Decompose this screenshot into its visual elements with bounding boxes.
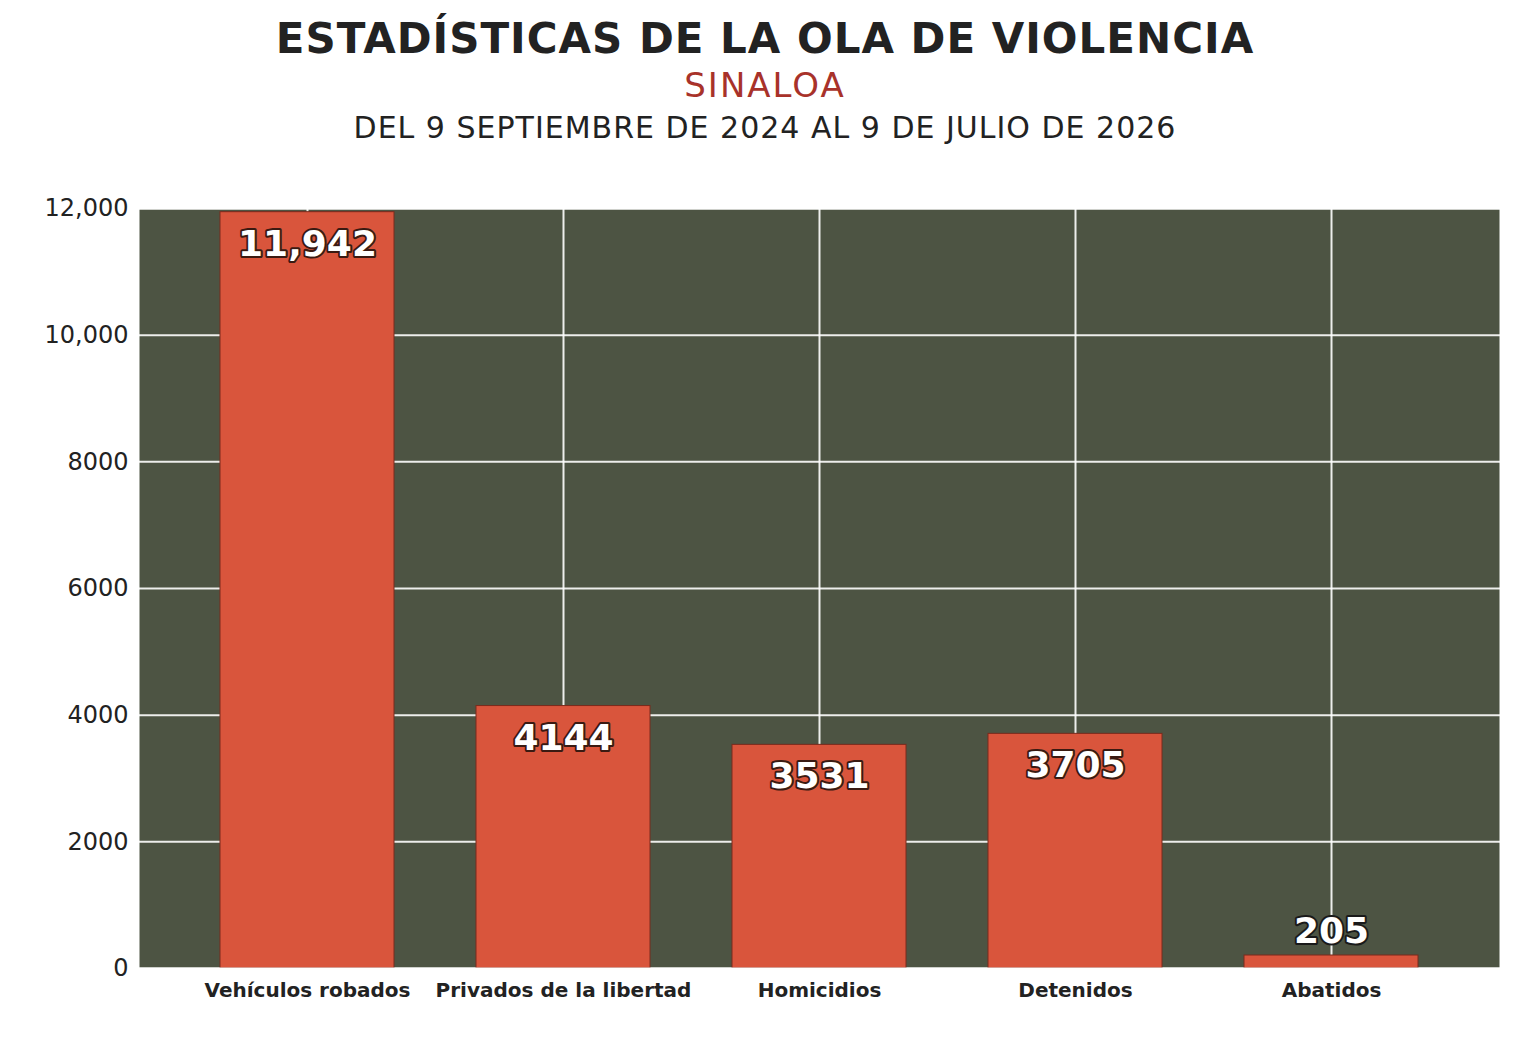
svg-text:0: 0 (113, 954, 128, 982)
html-text:ESTADÍSTICAS DE LA OLA DE VIOL: ESTADÍSTICAS DE LA OLA DE VIOLENCIA (275, 14, 1255, 63)
svg-text:Vehículos robados: Vehículos robados (205, 978, 411, 1002)
svg-text:205: 205 (1294, 910, 1369, 951)
html-text:DEL 9 SEPTIEMBRE DE 2024 AL 9: DEL 9 SEPTIEMBRE DE 2024 AL 9 DE JULIO D… (353, 110, 1177, 145)
svg-text:Detenidos: Detenidos (1018, 978, 1132, 1002)
svg-text:2000: 2000 (67, 828, 128, 856)
svg-text:11,942: 11,942 (238, 223, 377, 264)
svg-text:3705: 3705 (1025, 744, 1125, 785)
svg-text:8000: 8000 (67, 448, 128, 476)
svg-text:10,000: 10,000 (45, 321, 129, 349)
svg-text:4000: 4000 (67, 701, 128, 729)
svg-text:12,000: 12,000 (45, 194, 129, 222)
svg-text:6000: 6000 (67, 574, 128, 602)
html-text:SINALOA: SINALOA (684, 65, 846, 105)
svg-text:Privados de la libertad: Privados de la libertad (436, 978, 692, 1002)
svg-text:3531: 3531 (769, 755, 869, 796)
svg-text:Abatidos: Abatidos (1282, 978, 1382, 1002)
svg-text:4144: 4144 (513, 717, 613, 758)
svg-text:Homicidios: Homicidios (758, 978, 882, 1002)
